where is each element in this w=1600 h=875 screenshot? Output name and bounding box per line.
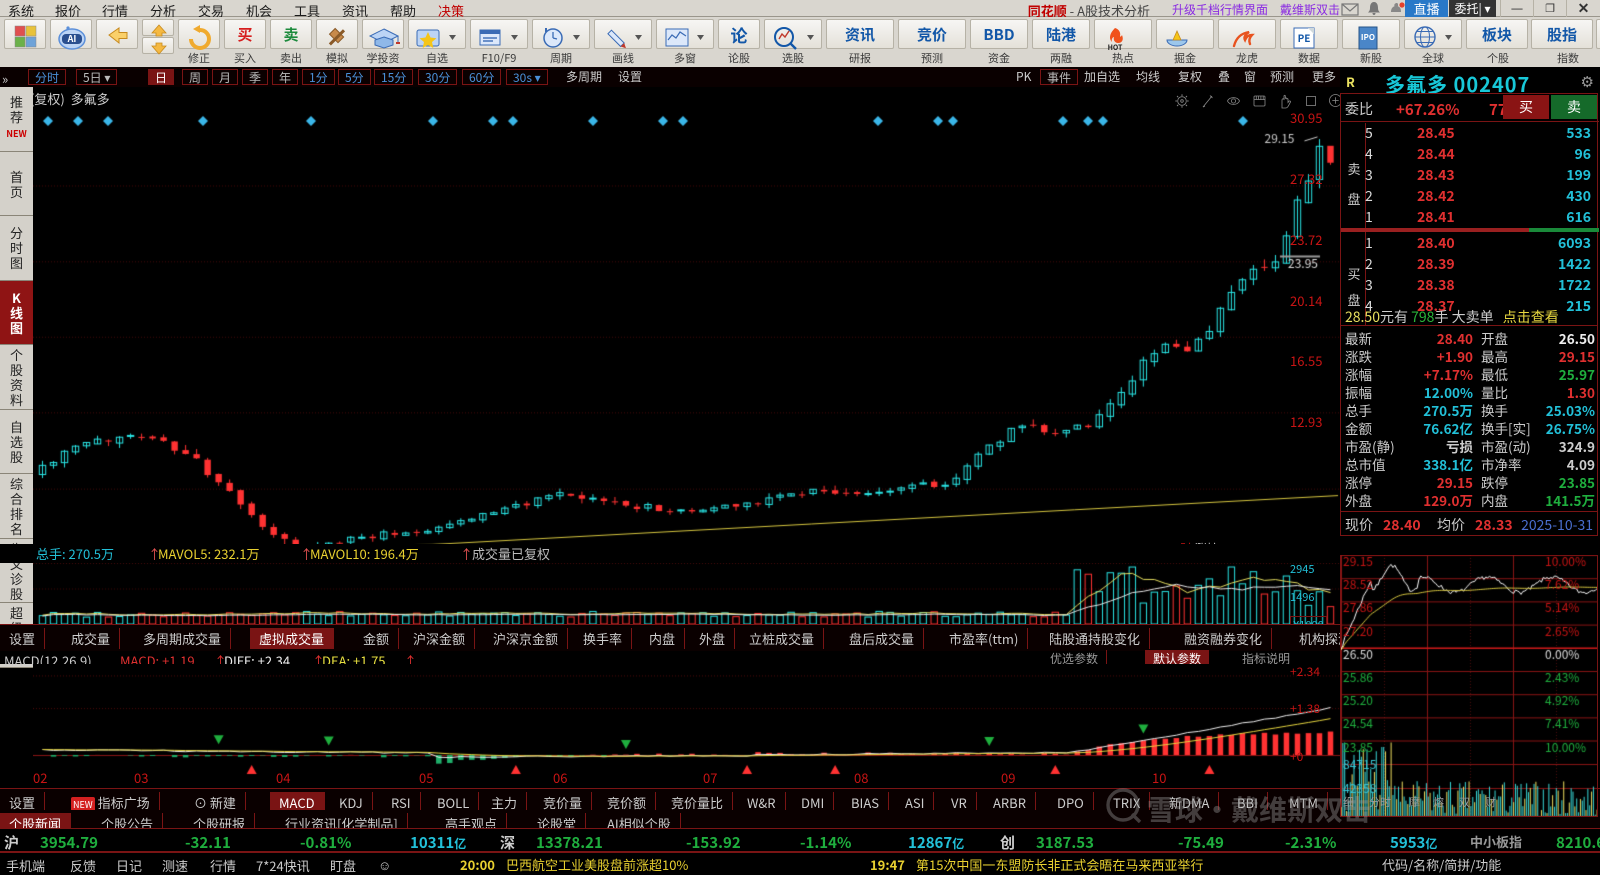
svg-text:IPO: IPO (1361, 32, 1375, 43)
svg-text:PE: PE (1298, 30, 1311, 45)
svg-text:HOT: HOT (1108, 43, 1123, 50)
svg-text:AI: AI (67, 32, 77, 45)
